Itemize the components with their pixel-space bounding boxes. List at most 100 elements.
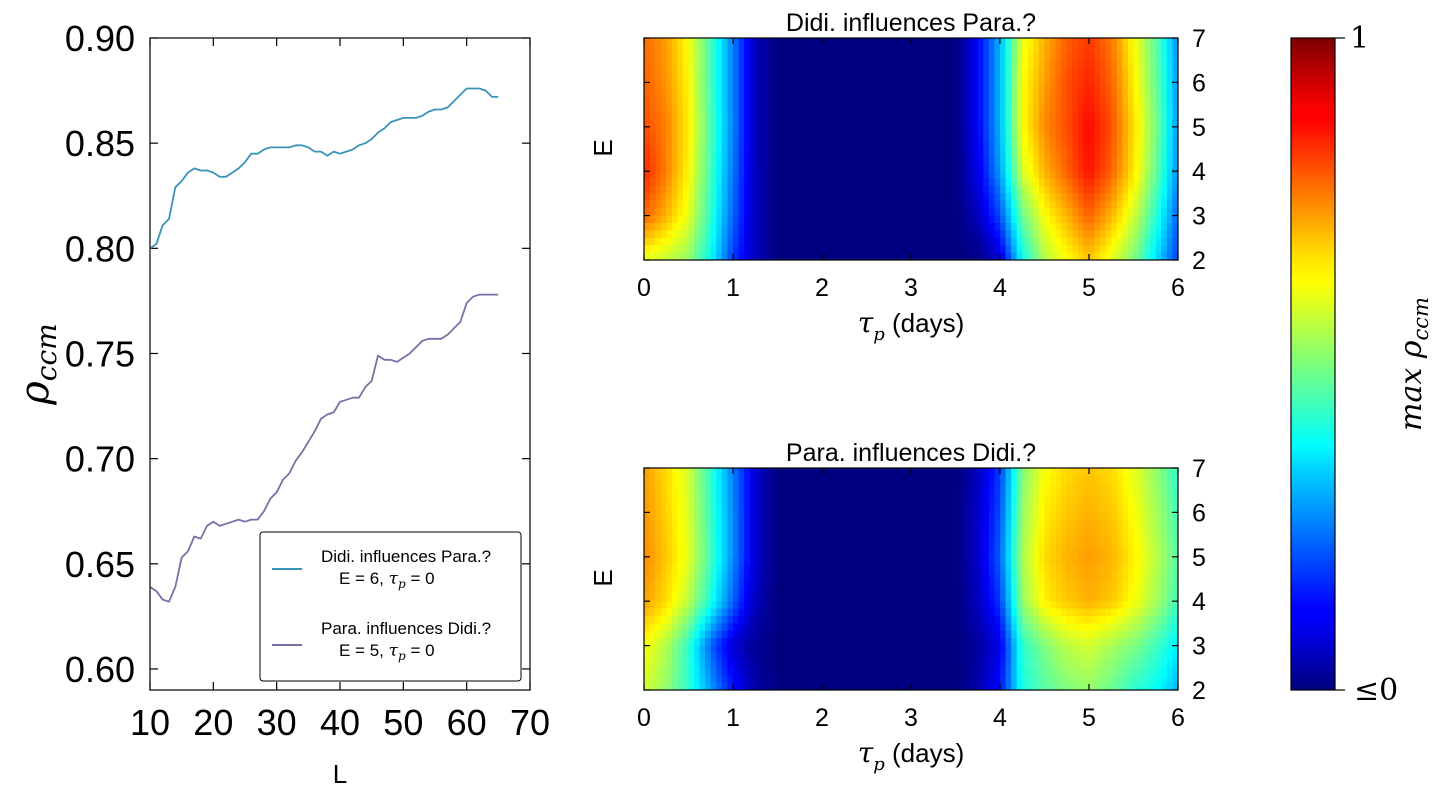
heatmap-cell <box>733 178 740 187</box>
heatmap-cell <box>844 38 851 46</box>
heatmap-cell <box>1016 97 1023 106</box>
heatmap-cell <box>944 82 951 91</box>
heatmap-cell <box>1089 67 1096 76</box>
heatmap-cell <box>733 571 740 580</box>
heatmap-cell <box>783 505 790 513</box>
heatmap-cell <box>783 564 790 573</box>
heatmap-cell <box>716 252 723 260</box>
heatmap-cell <box>733 542 740 550</box>
heatmap-cell <box>771 38 779 46</box>
heatmap-cell <box>972 571 979 580</box>
heatmap-cell <box>688 616 695 624</box>
heatmap-cell <box>905 89 912 98</box>
heatmap-cell <box>1100 549 1107 558</box>
heatmap-cell <box>783 215 790 224</box>
heatmap-cell <box>677 586 684 595</box>
heatmap-cell <box>905 490 912 499</box>
heatmap-cell <box>666 601 673 610</box>
heatmap-cell <box>1144 608 1151 617</box>
heatmap-cell <box>966 593 973 602</box>
heatmap-cell <box>805 497 812 506</box>
heatmap-cell <box>710 45 717 54</box>
heatmap-cell <box>1139 60 1146 69</box>
heatmap-cell <box>816 616 823 624</box>
heatmap-cell <box>694 549 701 558</box>
heatmap-cell <box>766 556 773 565</box>
heatmap-cell <box>1100 616 1107 624</box>
heatmap-cell <box>944 75 951 83</box>
heatmap-cell <box>1055 579 1062 587</box>
heatmap-cell <box>794 512 801 521</box>
heatmap-cell <box>816 89 823 98</box>
heatmap-cell <box>827 490 834 499</box>
heatmap-cell <box>899 67 907 76</box>
heatmap-cell <box>988 126 996 135</box>
heatmap-cell <box>855 223 862 231</box>
heatmap-cell <box>1077 45 1085 54</box>
heatmap-cell <box>705 475 712 484</box>
heatmap-cell <box>1083 163 1090 172</box>
heatmap-cell <box>671 156 678 165</box>
heatmap-cell <box>1038 505 1046 513</box>
heatmap-cell <box>788 564 795 573</box>
heatmap-cell <box>1044 82 1051 91</box>
heatmap-cell <box>911 601 918 610</box>
heatmap-cell <box>972 97 979 106</box>
heatmap-cell <box>1005 208 1012 217</box>
heatmap-cell <box>1100 60 1107 69</box>
heatmap-cell <box>877 89 884 98</box>
heatmap-cell <box>1111 215 1118 224</box>
heatmap-cell <box>866 82 873 91</box>
heatmap-cell <box>927 215 934 224</box>
heatmap-cell <box>655 549 662 558</box>
heatmap-cell <box>849 608 856 617</box>
heatmap-cell <box>1133 208 1140 217</box>
heatmap-cell <box>682 163 690 172</box>
heatmap-cell <box>716 97 723 106</box>
heatmap-cell <box>655 134 662 143</box>
heatmap-cell <box>655 586 662 595</box>
heatmap-cell <box>1011 208 1018 217</box>
heatmap-cell <box>927 163 934 172</box>
heatmap-cell <box>1166 82 1174 91</box>
heatmap-cell <box>788 505 795 513</box>
heatmap-cell <box>727 534 734 543</box>
heatmap-cell <box>838 482 845 491</box>
heatmap-cell <box>922 89 929 98</box>
heatmap-cell <box>710 215 717 224</box>
heatmap-cell <box>1133 542 1140 550</box>
heatmap-cell <box>872 593 879 602</box>
heatmap-cell <box>1111 149 1118 157</box>
heatmap-cell <box>1116 601 1123 610</box>
heatmap-cell <box>794 119 801 128</box>
heatmap-cell <box>849 556 856 565</box>
heatmap-cell <box>705 119 712 128</box>
heatmap-cell <box>810 252 818 260</box>
heatmap-cell <box>688 223 695 231</box>
heatmap-cell <box>844 571 851 580</box>
heatmap-cell <box>799 593 806 602</box>
heatmap-cell <box>1155 490 1162 499</box>
heatmap-cell <box>1033 527 1040 536</box>
heatmap-cell <box>1027 549 1034 558</box>
heatmap-cell <box>1027 497 1034 506</box>
heatmap-cell <box>755 579 762 587</box>
heatmap-cell <box>1161 571 1168 580</box>
heatmap-cell <box>671 171 678 180</box>
heatmap-cell <box>1172 505 1178 513</box>
heatmap-cell <box>938 208 945 217</box>
heatmap-cell <box>1133 490 1140 499</box>
heatmap-cell <box>671 45 678 54</box>
heatmap-cell <box>899 468 907 476</box>
heatmap-cell <box>827 475 834 484</box>
heatmap-cell <box>1011 200 1018 209</box>
heatmap-cell <box>738 549 745 558</box>
heatmap-cell <box>1100 564 1107 573</box>
heatmap-cell <box>1127 82 1135 91</box>
heatmap-cell <box>1050 534 1057 543</box>
heatmap-cell <box>733 593 740 602</box>
heatmap-cell <box>794 601 801 610</box>
heatmap-cell <box>1172 97 1178 106</box>
heatmap-cell <box>749 490 756 499</box>
heatmap-cell <box>1150 223 1157 231</box>
